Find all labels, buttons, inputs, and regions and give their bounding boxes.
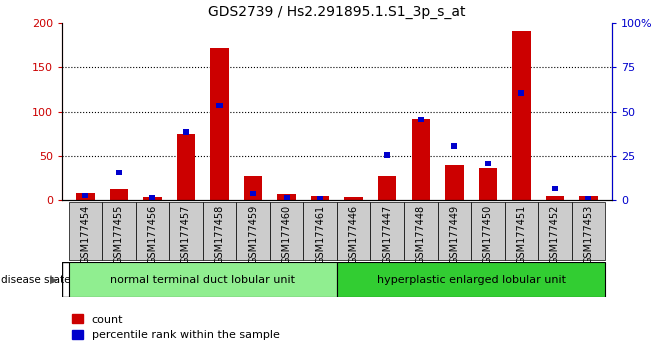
Bar [284, 195, 290, 200]
Bar [176, 133, 195, 200]
Text: disease state: disease state [1, 275, 71, 285]
Bar [445, 165, 464, 200]
Bar [210, 48, 229, 200]
FancyBboxPatch shape [270, 202, 303, 260]
Bar [311, 195, 329, 200]
Text: GSM177452: GSM177452 [550, 205, 560, 264]
Bar [546, 195, 564, 200]
Text: GSM177455: GSM177455 [114, 205, 124, 264]
FancyBboxPatch shape [68, 262, 337, 297]
FancyBboxPatch shape [236, 202, 270, 260]
Text: GSM177454: GSM177454 [80, 205, 90, 264]
FancyBboxPatch shape [102, 202, 135, 260]
FancyBboxPatch shape [404, 202, 437, 260]
FancyBboxPatch shape [572, 202, 605, 260]
Text: GSM177459: GSM177459 [248, 205, 258, 264]
Bar [351, 200, 357, 205]
Text: GSM177457: GSM177457 [181, 205, 191, 264]
Bar [277, 194, 296, 200]
Bar [579, 196, 598, 200]
FancyBboxPatch shape [437, 202, 471, 260]
Bar [384, 152, 390, 158]
Text: hyperplastic enlarged lobular unit: hyperplastic enlarged lobular unit [376, 275, 566, 285]
Bar [512, 31, 531, 200]
Bar [418, 117, 424, 122]
Bar [244, 176, 262, 200]
Bar [451, 143, 457, 149]
Text: GSM177453: GSM177453 [583, 205, 594, 264]
Bar [317, 196, 323, 202]
Bar [116, 170, 122, 175]
Bar [552, 186, 558, 191]
Text: normal terminal duct lobular unit: normal terminal duct lobular unit [110, 275, 295, 285]
Text: GSM177450: GSM177450 [483, 205, 493, 264]
FancyBboxPatch shape [370, 202, 404, 260]
Text: ▶: ▶ [50, 275, 58, 285]
Text: GSM177448: GSM177448 [416, 205, 426, 264]
Bar [585, 196, 592, 202]
Bar [149, 195, 156, 200]
Bar [344, 198, 363, 200]
FancyBboxPatch shape [471, 202, 505, 260]
Bar [485, 161, 491, 166]
FancyBboxPatch shape [505, 202, 538, 260]
Text: GSM177461: GSM177461 [315, 205, 325, 264]
Title: GDS2739 / Hs2.291895.1.S1_3p_s_at: GDS2739 / Hs2.291895.1.S1_3p_s_at [208, 5, 465, 19]
FancyBboxPatch shape [202, 202, 236, 260]
Bar [76, 193, 94, 200]
Text: GSM177451: GSM177451 [516, 205, 527, 264]
Text: GSM177446: GSM177446 [349, 205, 359, 264]
Bar [378, 176, 396, 200]
Bar [518, 90, 525, 96]
Bar [411, 119, 430, 200]
FancyBboxPatch shape [135, 202, 169, 260]
Bar [183, 129, 189, 135]
FancyBboxPatch shape [303, 202, 337, 260]
FancyBboxPatch shape [169, 202, 202, 260]
FancyBboxPatch shape [337, 202, 370, 260]
FancyBboxPatch shape [538, 202, 572, 260]
Text: GSM177460: GSM177460 [282, 205, 292, 264]
Bar [478, 168, 497, 200]
Text: GSM177458: GSM177458 [214, 205, 225, 264]
FancyBboxPatch shape [68, 202, 102, 260]
Bar [82, 193, 89, 198]
Text: GSM177447: GSM177447 [382, 205, 392, 264]
Bar [143, 198, 161, 200]
Bar [217, 103, 223, 108]
Legend: count, percentile rank within the sample: count, percentile rank within the sample [68, 310, 284, 345]
FancyBboxPatch shape [337, 262, 605, 297]
Bar [250, 191, 256, 196]
Text: GSM177449: GSM177449 [449, 205, 460, 264]
Text: GSM177456: GSM177456 [147, 205, 158, 264]
Bar [109, 188, 128, 200]
